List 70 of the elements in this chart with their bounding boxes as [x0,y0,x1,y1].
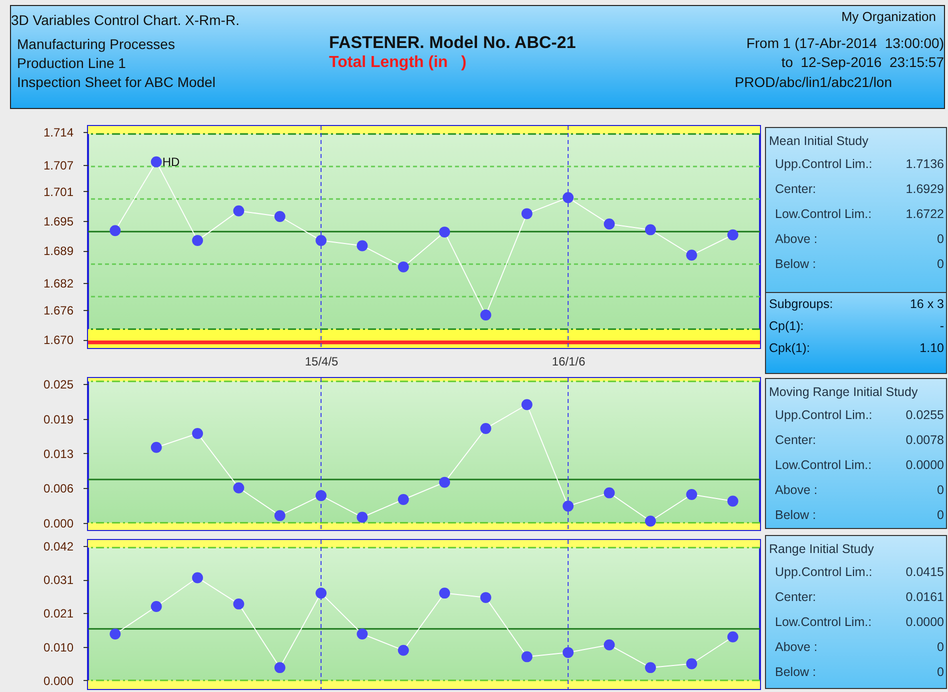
text: to 12-Sep-2016 23:15:57 [781,54,944,70]
y-tick-label: 0.000 [43,516,74,530]
y-tick-label: 0.000 [43,674,74,688]
text: Above : [775,640,818,656]
text: Upp.Control Lim.: [775,157,872,173]
text: 1.6929 [906,182,944,198]
y-tick-label: 1.682 [43,276,74,290]
text: 0.0415 [906,565,944,581]
text: 0.0161 [906,590,944,606]
text: Above : [775,483,818,499]
text: Total Length (in ) [329,54,466,72]
text: 1.10 [920,341,944,357]
text: Center: [775,590,816,606]
text: 0 [937,640,944,656]
y-tick-label: 0.010 [43,640,74,654]
text: Below : [775,508,816,524]
text: Center: [775,433,816,449]
y-tick-label: 1.676 [43,303,74,318]
text: - [940,319,944,335]
text: From 1 (17-Abr-2014 13:00:00) [746,35,944,51]
text: 0 [937,257,944,273]
text: FASTENER. Model No. ABC-21 [329,33,576,53]
text: Range Initial Study [769,542,875,556]
text: 0.0000 [906,458,944,474]
text: Inspection Sheet for ABC Model [17,74,216,90]
y-tick-label: 0.042 [43,540,74,554]
y-tick-label: 0.025 [43,378,74,392]
text: Low.Control Lim.: [775,615,872,631]
x-tick-label: 15/4/5 [304,354,339,368]
text: 0 [937,483,944,499]
text: 1.6722 [906,207,944,223]
text: Moving Range Initial Study [769,385,919,399]
text: 16 x 3 [910,297,944,313]
text: Above : [775,232,818,248]
annotation: HD [162,154,180,169]
text: Upp.Control Lim.: [775,565,872,581]
text: My Organization [841,9,936,24]
text: Manufacturing Processes [17,36,175,52]
text: Below : [775,665,816,681]
text: 0 [937,232,944,248]
text: 0.0255 [906,408,944,424]
text: 0 [937,508,944,524]
x-tick-label: 16/1/6 [552,354,586,368]
y-tick-label: 0.006 [43,482,74,496]
text: Subgroups: [769,297,833,313]
y-tick-label: 1.714 [43,126,74,140]
text: 0.0078 [906,433,944,449]
y-tick-label: 1.670 [43,333,74,348]
text: Upp.Control Lim.: [775,408,872,424]
y-tick-label: 1.701 [43,184,74,199]
y-tick-label: 0.013 [43,446,74,461]
text: Low.Control Lim.: [775,458,872,474]
y-tick-label: 1.695 [43,214,74,229]
text: Below : [775,257,816,273]
text: Cpk(1): [769,341,810,357]
y-tick-label: 0.019 [43,412,74,426]
text: 0 [937,665,944,681]
text: 1.7136 [906,157,944,173]
text: Production Line 1 [17,55,126,71]
text: 3D Variables Control Chart. X-Rm-R. [11,12,240,28]
text: 0.0000 [906,615,944,631]
y-tick-label: 1.689 [43,244,74,258]
text: Mean Initial Study [769,134,870,148]
y-tick-label: 1.707 [43,158,74,173]
text: Low.Control Lim.: [775,207,872,223]
y-tick-label: 0.031 [43,573,74,588]
text: Cp(1): [769,319,804,335]
text: PROD/abc/lin1/abc21/lon [734,74,892,90]
y-tick-label: 0.021 [43,606,74,621]
text: Center: [775,182,816,198]
